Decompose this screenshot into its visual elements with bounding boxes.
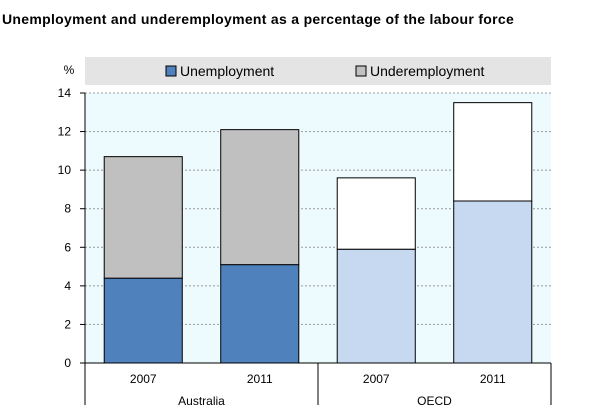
y-tick-label: 8 xyxy=(64,202,71,216)
bar-underemployment-oecd-2007 xyxy=(336,177,416,250)
legend-label-unemployment: Unemployment xyxy=(180,63,274,79)
legend-swatch-underemployment xyxy=(355,65,367,77)
group-label-australia: Australia xyxy=(178,394,225,408)
y-tick-label: 4 xyxy=(64,279,71,293)
legend-background xyxy=(85,57,551,85)
bar-unemployment-australia-2011 xyxy=(220,264,300,364)
y-tick-label: 14 xyxy=(58,86,72,100)
bar-unemployment-oecd-2007 xyxy=(336,248,416,364)
y-axis-unit-label: % xyxy=(64,63,75,77)
chart-title: Unemployment and underemployment as a pe… xyxy=(2,11,515,27)
axis-layer: 0 2 4 6 8 10 12 14 2007 2011 2007 2011 Australia OECD xyxy=(58,86,552,408)
x-tick-label: 2007 xyxy=(363,372,390,386)
bar-unemployment-australia-2007 xyxy=(103,277,183,364)
bar-underemployment-australia-2007 xyxy=(103,156,183,279)
y-tick-label: 0 xyxy=(64,356,71,370)
bar-underemployment-oecd-2011 xyxy=(453,102,533,202)
bar-unemployment-oecd-2011 xyxy=(453,200,533,364)
y-tick-label: 2 xyxy=(64,317,71,331)
x-tick-label: 2011 xyxy=(480,372,506,386)
x-tick-label: 2011 xyxy=(247,372,273,386)
y-tick-label: 12 xyxy=(58,125,72,139)
legend-label-underemployment: Underemployment xyxy=(370,63,484,79)
group-label-oecd: OECD xyxy=(417,394,452,408)
y-tick-label: 6 xyxy=(64,240,71,254)
y-tick-label: 10 xyxy=(58,163,72,177)
legend-swatch-unemployment xyxy=(165,65,177,77)
bars-layer xyxy=(103,102,533,364)
x-tick-label: 2007 xyxy=(130,372,157,386)
bar-underemployment-australia-2011 xyxy=(220,129,300,266)
